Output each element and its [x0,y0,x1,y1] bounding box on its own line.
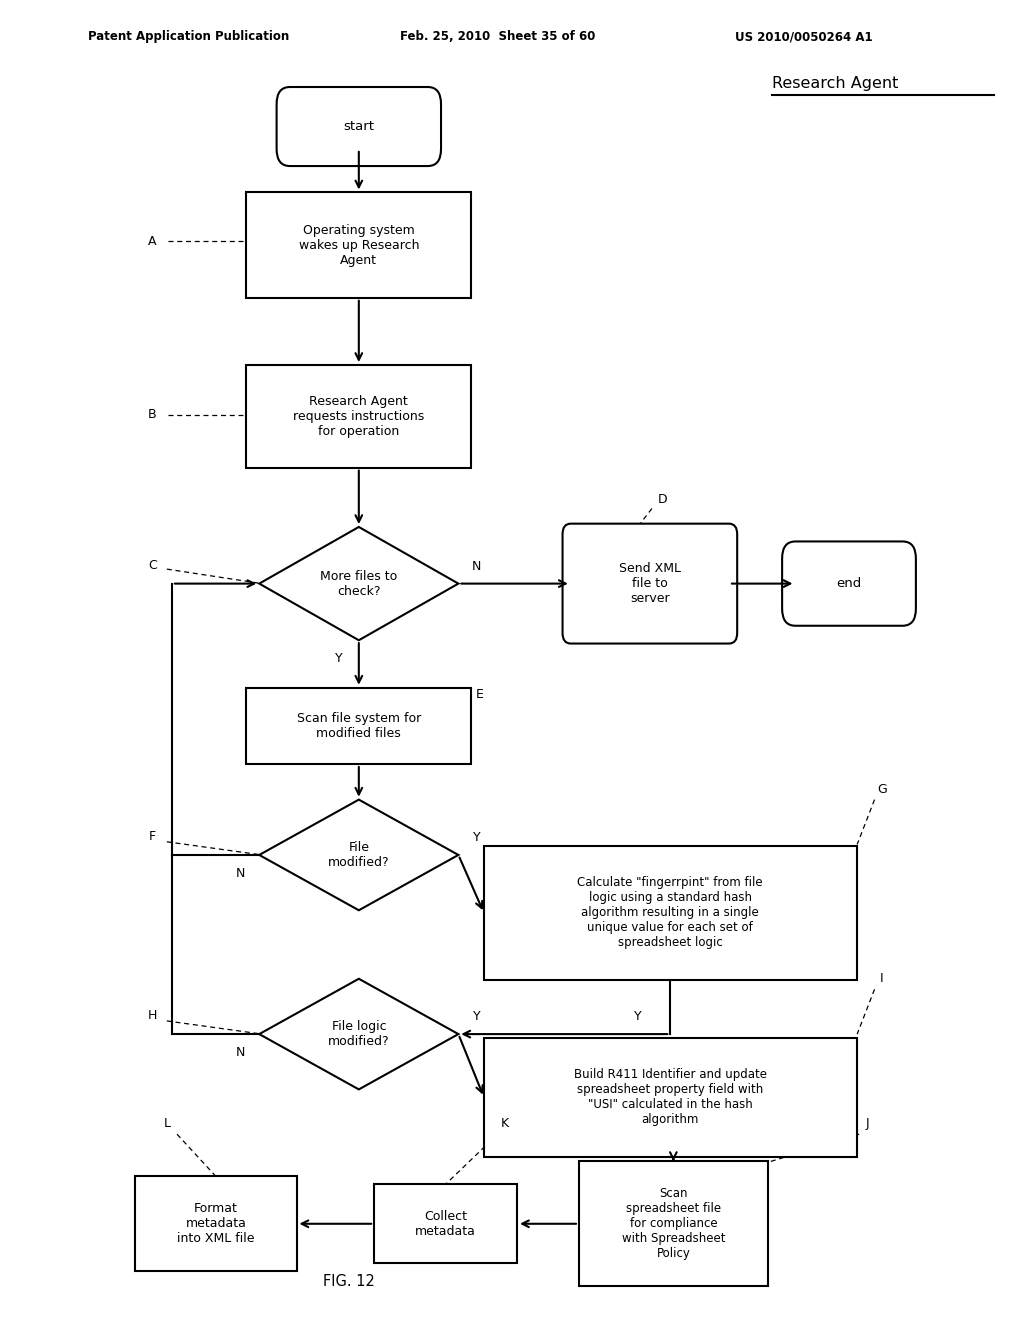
FancyBboxPatch shape [247,364,471,467]
Polygon shape [259,978,459,1089]
FancyBboxPatch shape [135,1176,297,1271]
Text: File logic
modified?: File logic modified? [328,1020,389,1048]
Text: Feb. 25, 2010  Sheet 35 of 60: Feb. 25, 2010 Sheet 35 of 60 [399,30,595,44]
Text: US 2010/0050264 A1: US 2010/0050264 A1 [734,30,872,44]
Text: Y: Y [473,1011,480,1023]
Text: More files to
check?: More files to check? [321,570,397,598]
Text: end: end [837,577,861,590]
Text: L: L [163,1117,170,1130]
Text: Research Agent
requests instructions
for operation: Research Agent requests instructions for… [293,395,424,438]
Polygon shape [259,800,459,911]
Text: I: I [880,973,884,985]
Text: J: J [865,1117,869,1130]
FancyBboxPatch shape [276,87,441,166]
Text: start: start [343,120,375,133]
Text: Build R411 Identifier and update
spreadsheet property field with
"USI" calculate: Build R411 Identifier and update spreads… [573,1068,767,1126]
Text: Send XML
file to
server: Send XML file to server [618,562,681,605]
Text: FIG. 12: FIG. 12 [323,1274,375,1290]
Text: N: N [472,560,481,573]
Text: G: G [877,783,887,796]
Text: Y: Y [473,832,480,845]
FancyBboxPatch shape [484,846,857,979]
Text: Y: Y [634,1011,641,1023]
FancyBboxPatch shape [374,1184,517,1263]
Text: D: D [657,492,667,506]
Text: A: A [148,235,157,248]
Text: N: N [237,1045,246,1059]
FancyBboxPatch shape [579,1162,768,1286]
Text: Collect
metadata: Collect metadata [415,1209,476,1238]
Text: Y: Y [335,652,342,665]
Text: Research Agent: Research Agent [772,75,899,91]
FancyBboxPatch shape [484,1038,857,1156]
Text: E: E [475,688,483,701]
Text: H: H [147,1010,158,1022]
Text: N: N [237,867,246,880]
FancyBboxPatch shape [782,541,915,626]
Text: Scan
spreadsheet file
for compliance
with Spreadsheet
Policy: Scan spreadsheet file for compliance wit… [622,1187,725,1261]
FancyBboxPatch shape [562,524,737,644]
Text: K: K [501,1117,509,1130]
Text: F: F [148,830,156,843]
Text: Operating system
wakes up Research
Agent: Operating system wakes up Research Agent [299,223,419,267]
Text: File
modified?: File modified? [328,841,389,869]
Polygon shape [259,527,459,640]
Text: Calculate "fingerrpint" from file
logic using a standard hash
algorithm resultin: Calculate "fingerrpint" from file logic … [578,876,763,949]
Text: Format
metadata
into XML file: Format metadata into XML file [177,1203,255,1245]
FancyBboxPatch shape [247,688,471,764]
Text: C: C [148,558,157,572]
Text: B: B [148,408,157,421]
Text: Patent Application Publication: Patent Application Publication [88,30,290,44]
FancyBboxPatch shape [247,193,471,298]
Text: Scan file system for
modified files: Scan file system for modified files [297,711,421,741]
